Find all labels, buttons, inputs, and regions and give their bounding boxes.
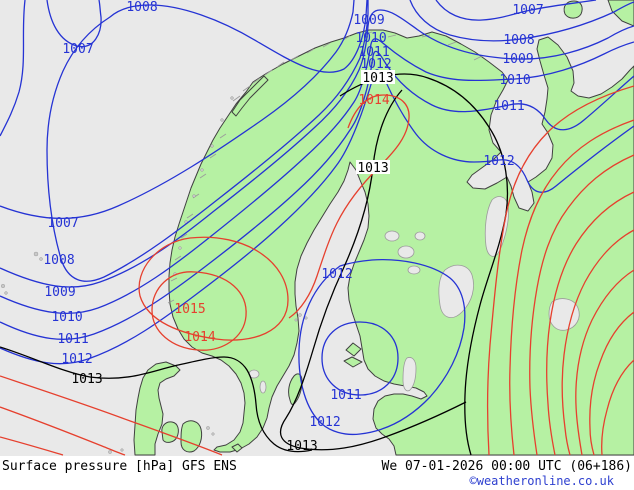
isobar-label: 1014 [358,93,389,108]
island-lofoten [231,75,269,117]
isobar-label: 1011 [330,388,361,403]
info-bar-line: Surface pressure [hPa] GFS ENS We 07-01-… [2,459,632,474]
isobar-label: 1014 [184,330,215,345]
lake-inari [414,231,426,241]
island-zealand [180,420,203,453]
lake-paijanne [397,245,415,259]
isobar-label: 1009 [502,52,533,67]
isobar-label: 1013 [286,439,317,454]
lake-ladoga [438,264,474,319]
lake-vattern [259,380,267,394]
land-scandinavia [168,29,634,456]
isobar-label-box [361,70,395,84]
isobar-label: 1011 [57,332,88,347]
isobar-labels-group: 1008100710091010101110121013101410071008… [43,0,543,454]
island-bornholm [231,443,243,453]
info-bar: Surface pressure [hPa] GFS ENS We 07-01-… [0,456,634,490]
island-hiiumaa [343,356,363,368]
isobar-label-box [356,160,390,174]
surface-pressure-map: 1008100710091010101110121013101410071008… [0,0,634,456]
isobar-label: 1013 [71,372,102,387]
lakes-group [248,196,580,394]
isobar-label: 1007 [62,42,93,57]
isobar-label: 1013 [362,71,393,86]
isobar-label: 1007 [47,216,78,231]
isobar-label: 1012 [309,415,340,430]
isobar-label: 1010 [499,73,530,88]
landmass-group [133,0,634,456]
isobar-label: 1012 [321,267,352,282]
island-funen [161,421,179,443]
isobars-blue [0,0,634,436]
land-corner-ne [607,0,634,27]
isobar-label: 1010 [51,310,82,325]
lake-ilmen [548,298,580,331]
isobar-label: 1008 [43,253,74,268]
lake-saimaa [384,230,400,242]
isobar-label: 1012 [483,154,514,169]
lake-finnish [407,265,421,275]
island-saaremaa [345,342,362,357]
isobar-label: 1013 [357,161,388,176]
isobar-label: 1008 [126,0,157,15]
isobar-label: 1015 [174,302,205,317]
isobar-label: 1009 [353,13,384,28]
isobar-label: 1008 [503,33,534,48]
parameter-label: Surface pressure [hPa] GFS ENS [2,459,237,474]
isobar-label: 1012 [360,57,391,72]
land-jutland [133,361,181,456]
copyright-label[interactable]: ©weatheronline.co.uk [469,474,615,488]
isobars-red [0,85,634,456]
lake-peipus [402,357,417,392]
isobar-label: 1009 [44,285,75,300]
valid-time-label: We 07-01-2026 00:00 UTC (06+186) [381,459,632,474]
isobar-label: 1007 [512,3,543,18]
isobar-label: 1011 [358,45,389,60]
isobar-label: 1012 [61,352,92,367]
isobar-label: 1011 [493,99,524,114]
isobar-label: 1010 [355,31,386,46]
